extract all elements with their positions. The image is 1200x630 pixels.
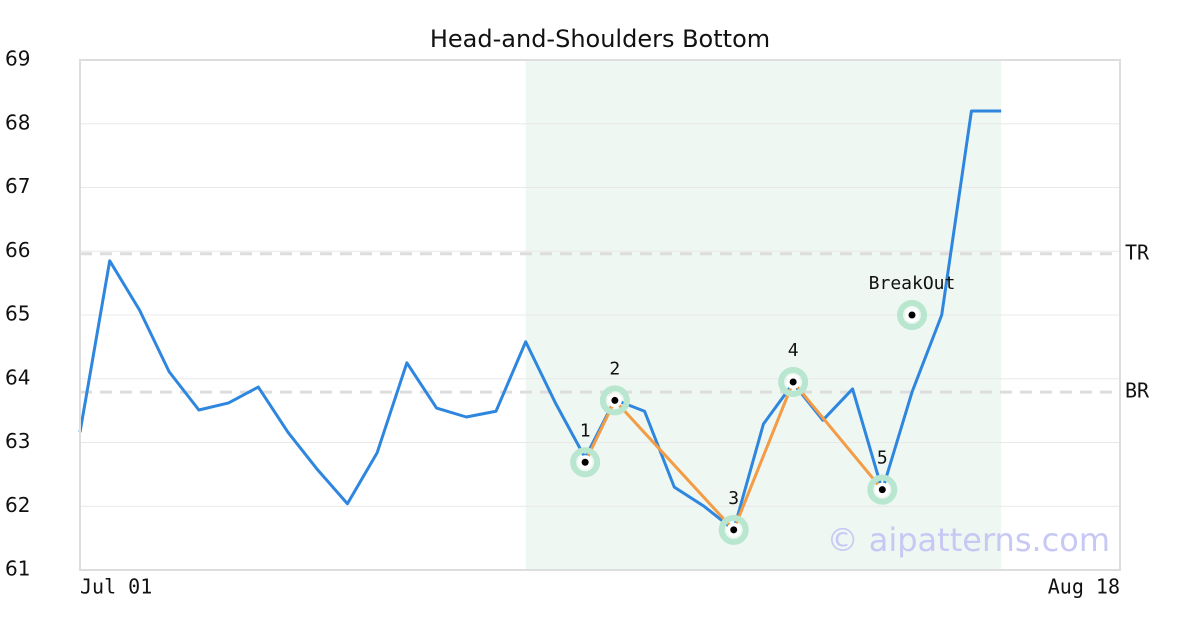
watermark: © aipatterns.com (827, 521, 1110, 559)
level-label: BR (1125, 379, 1150, 403)
x-tick-label: Aug 18 (1048, 575, 1120, 599)
breakout-label: BreakOut (869, 273, 956, 294)
pattern-point-label: 4 (788, 340, 799, 361)
pattern-segment (613, 399, 735, 531)
pattern-point-halo (718, 514, 749, 545)
pattern-point-center (878, 486, 886, 494)
y-tick-label: 69 (5, 47, 30, 71)
y-tick-label: 67 (5, 174, 30, 198)
y-tick-label: 65 (5, 302, 30, 326)
pattern-point-halo (778, 366, 809, 397)
pattern-point-halo (570, 447, 601, 478)
y-tick-label: 66 (5, 238, 30, 262)
pattern-point-center (730, 526, 738, 534)
pattern-point-halo (599, 385, 630, 416)
y-tick-label: 68 (5, 110, 30, 134)
x-tick-label: Jul 01 (80, 575, 152, 599)
pattern-point-center (611, 396, 619, 404)
y-tick-label: 62 (5, 493, 30, 517)
y-tick-label: 63 (5, 429, 30, 453)
breakout-halo (897, 300, 927, 330)
chart-title: Head-and-Shoulders Bottom (430, 25, 770, 53)
pattern-point-label: 2 (609, 358, 620, 379)
pattern-point-label: 1 (580, 420, 591, 441)
pattern-segment (791, 380, 884, 491)
pattern-point-center (789, 378, 797, 386)
pattern-point-center (581, 458, 589, 466)
pattern-point-halo (867, 474, 898, 505)
y-tick-label: 61 (5, 557, 30, 581)
pattern-point-label: 3 (728, 488, 739, 509)
price-line (78, 109, 1002, 532)
pattern-point-label: 5 (877, 448, 888, 469)
level-label: TR (1125, 240, 1150, 264)
y-tick-label: 64 (5, 365, 30, 389)
plot-frame (79, 59, 1121, 571)
breakout-center (908, 311, 916, 319)
pattern-segment (732, 381, 795, 531)
